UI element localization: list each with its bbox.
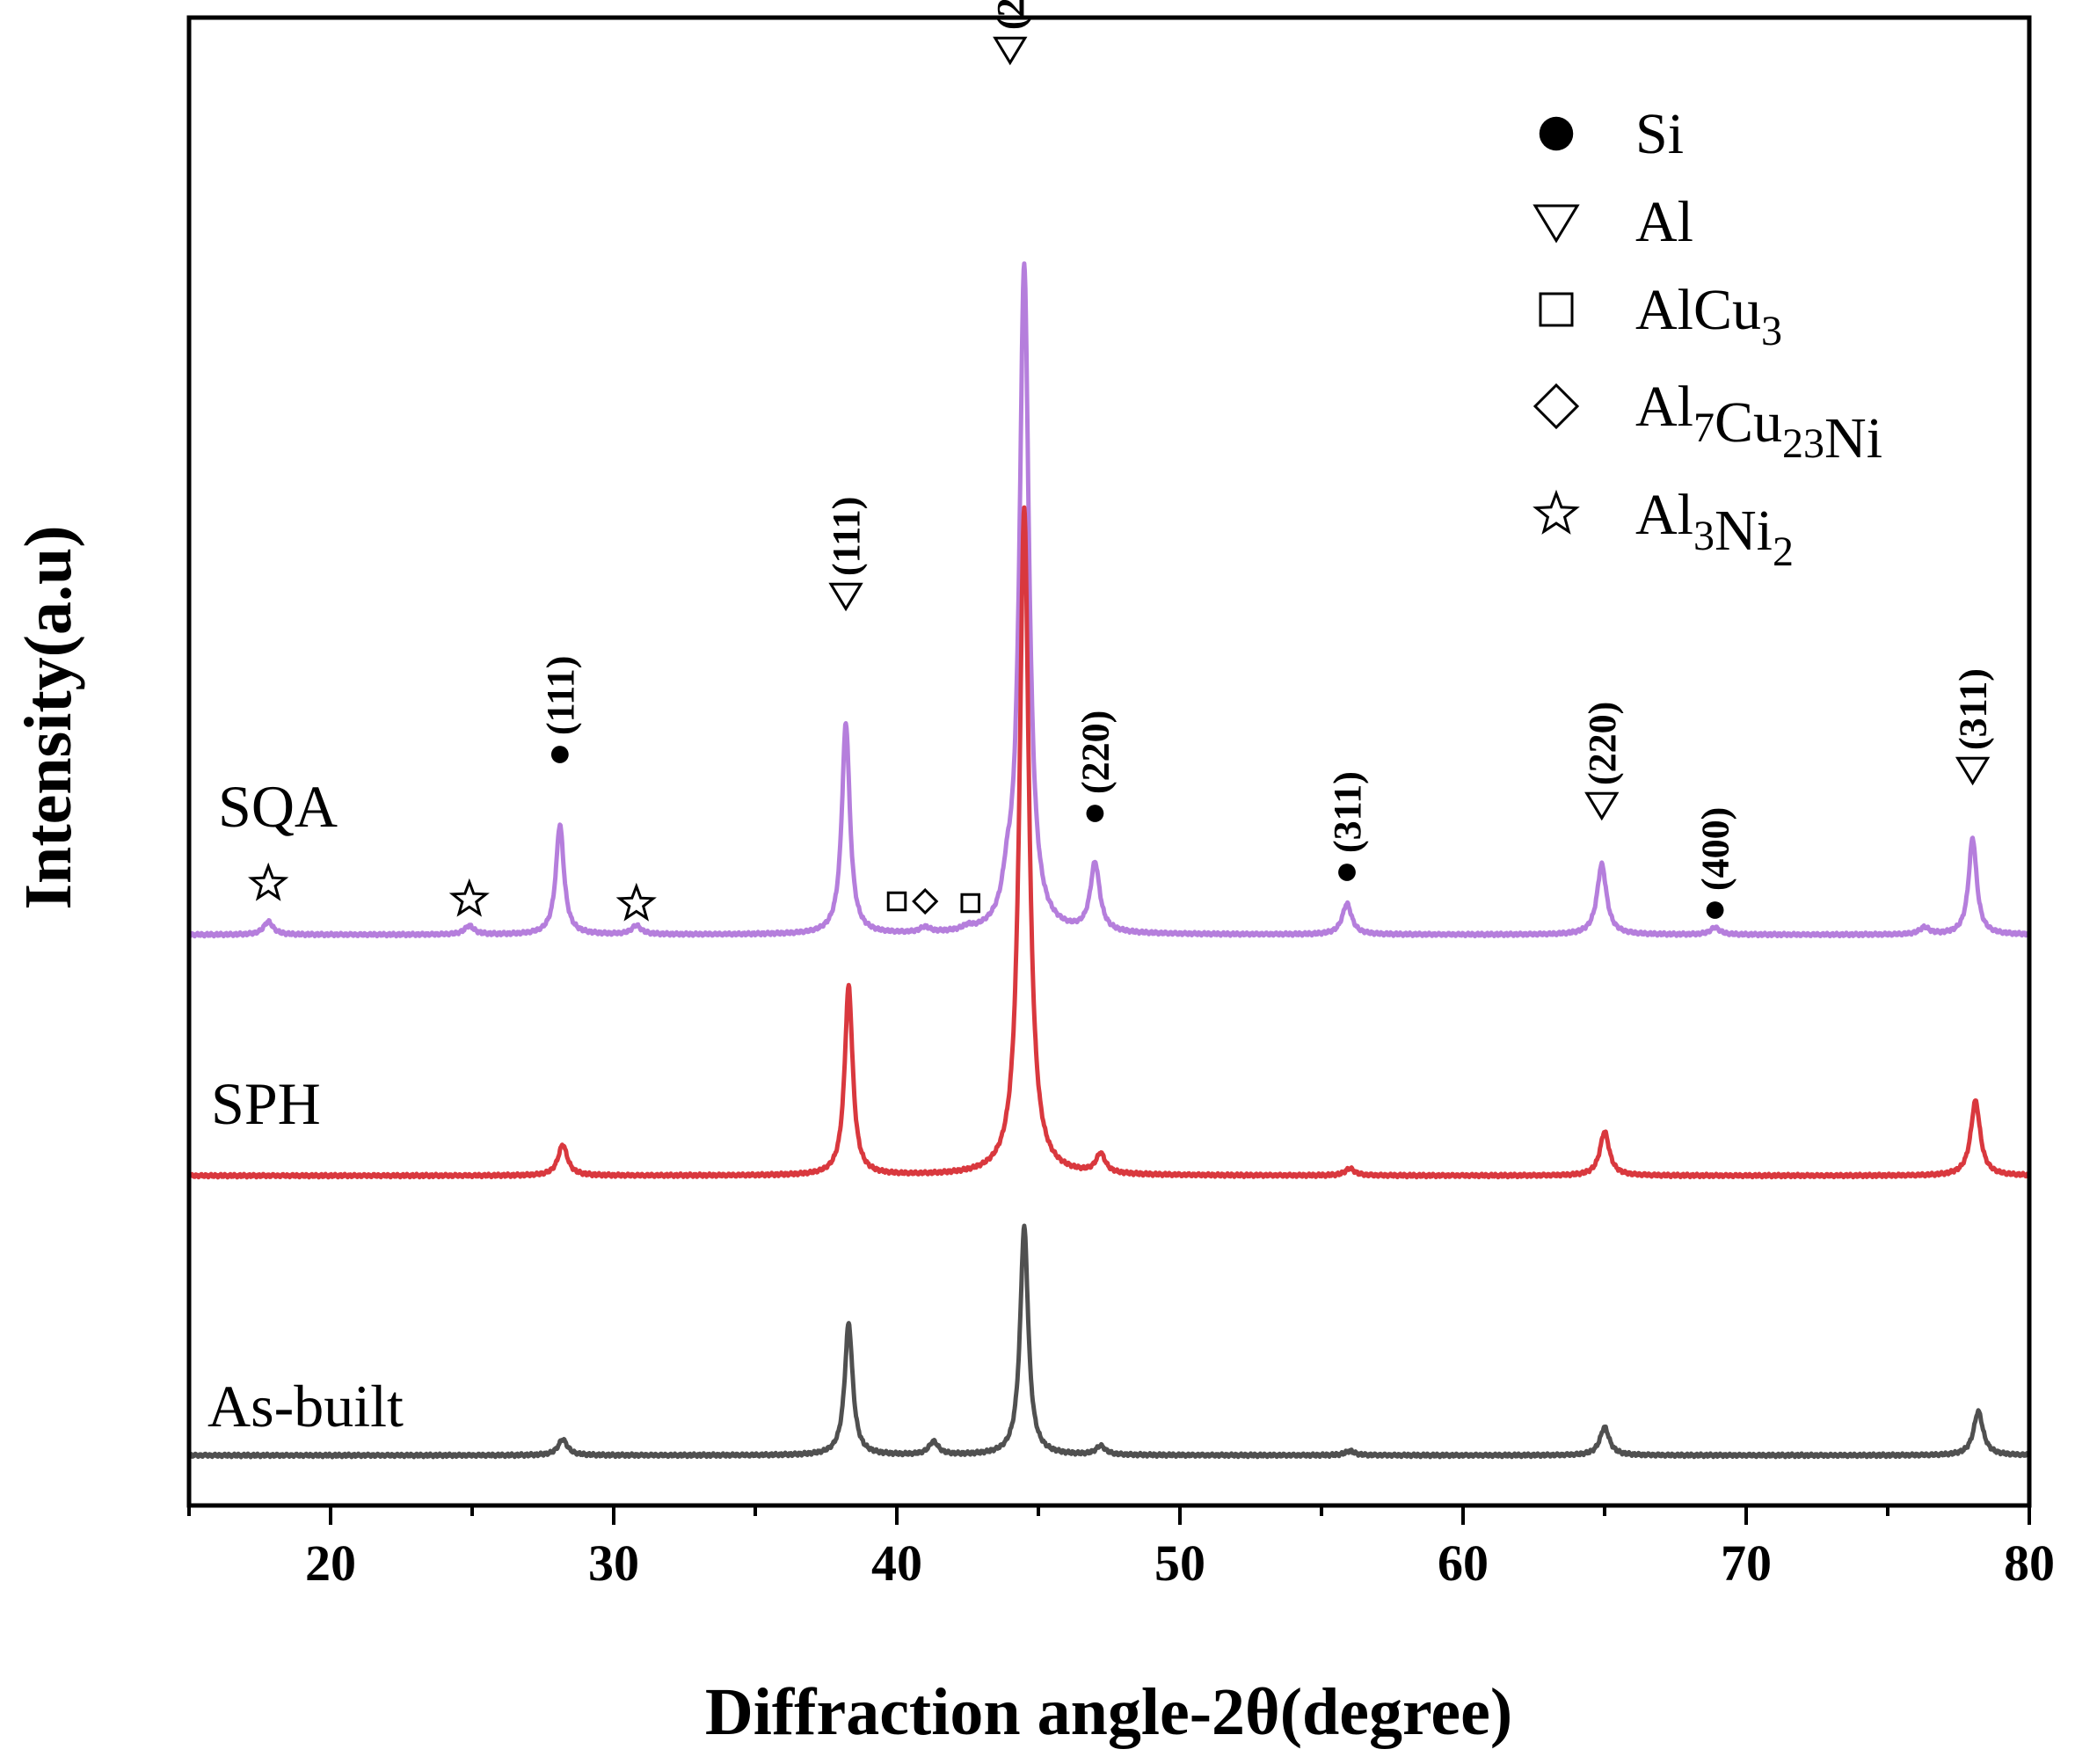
plot-frame (186, 15, 2032, 1508)
peak-hkl-label: (111) (539, 656, 582, 735)
peak-hkl-label: (220) (1074, 711, 1117, 794)
peak-hkl-label: (311) (1326, 771, 1369, 853)
x-tick-label: 70 (1721, 1534, 1772, 1592)
x-tick-label: 40 (871, 1534, 922, 1592)
peak-hkl-label: (111) (825, 497, 868, 576)
legend: Si Al AlCu3 Al7Cu23Ni Al3Ni2 (1533, 102, 1882, 575)
peak-marker-diamond (912, 887, 939, 915)
series-line-asbuilt (186, 1223, 2032, 1460)
peak-marker-filled-circle (1086, 805, 1104, 822)
peak-marker-down-triangle (993, 36, 1028, 66)
legend-entry-label: Si (1635, 102, 1684, 166)
peak-marker-down-triangle (828, 582, 863, 612)
peak-marker-star (448, 878, 490, 917)
legend-marker-square (1539, 292, 1574, 327)
peak-hkl-label: (220) (1581, 702, 1624, 785)
peak-hkl-label: (311) (1952, 668, 1995, 750)
legend-entry-label: Al7Cu23Ni (1635, 375, 1882, 470)
peak-marker-star (615, 882, 657, 922)
x-axis-title: Diffraction angle-2θ(degree) (705, 1675, 1512, 1749)
legend-entry-label: AlCu3 (1635, 278, 1782, 354)
peak-marker-square (960, 893, 980, 914)
legend-marker-down-triangle (1533, 204, 1580, 244)
x-tick-label: 50 (1154, 1534, 1205, 1592)
peak-marker-down-triangle (1955, 756, 1991, 786)
series-label-asbuilt: As-built (208, 1373, 404, 1440)
peak-marker-filled-circle (1706, 901, 1724, 919)
y-axis-title: Intensity(a.u) (11, 525, 85, 909)
series-labels: SQA SPH As-built (208, 773, 404, 1440)
legend-marker-filled-circle (1539, 116, 1574, 151)
peak-marker-filled-circle (1338, 864, 1356, 881)
peak-marker-filled-circle (550, 746, 569, 763)
x-axis-ticks: 20 30 40 50 60 70 80 (187, 1505, 2055, 1592)
peak-marker-star (248, 862, 289, 901)
annotation-layer: (111) (111) (200) (220) (311) (220) (400) (311) (248, 0, 1995, 922)
x-tick-label: 30 (588, 1534, 639, 1592)
legend-entry-label: Al (1635, 190, 1693, 254)
series-line-sph (186, 505, 2032, 1180)
peak-marker-square (886, 891, 907, 912)
series-layer (186, 261, 2032, 1460)
x-tick-label: 20 (305, 1534, 356, 1592)
legend-entry-label: Al3Ni2 (1635, 483, 1794, 575)
x-tick-label: 60 (1438, 1534, 1489, 1592)
series-label-sph: SPH (211, 1070, 321, 1137)
peak-hkl-label: (400) (1694, 807, 1737, 891)
series-line-sqa (187, 261, 2032, 939)
legend-marker-star (1533, 489, 1580, 535)
legend-marker-diamond (1533, 383, 1580, 430)
peak-hkl-label: (200) (989, 0, 1032, 30)
series-label-sqa: SQA (218, 773, 338, 840)
peak-marker-down-triangle (1584, 791, 1620, 821)
x-tick-label: 80 (2004, 1534, 2055, 1592)
